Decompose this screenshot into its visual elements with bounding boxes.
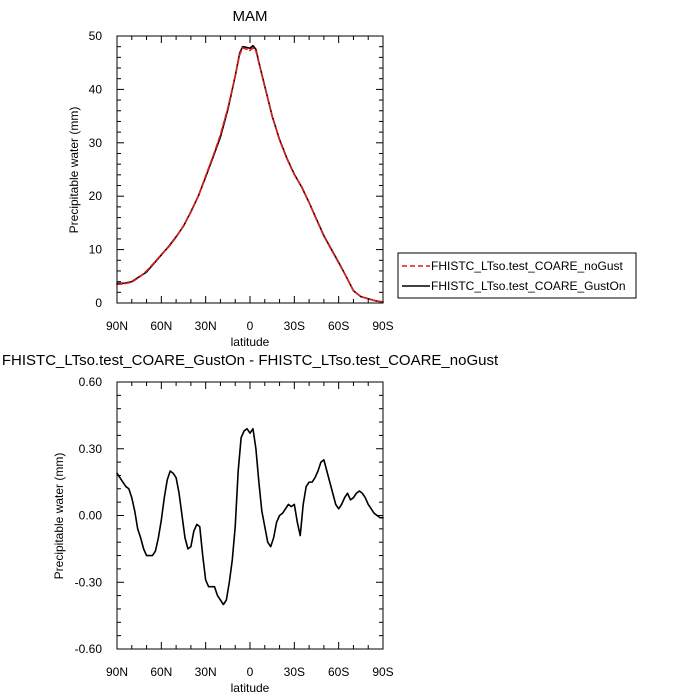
top-y-tick-label: 10 bbox=[89, 243, 103, 257]
top-x-tick-label: 30S bbox=[284, 319, 305, 333]
difference-line bbox=[116, 427, 384, 606]
bottom-x-tick-label: 90N bbox=[106, 665, 128, 679]
bottom-x-tick-label: 60N bbox=[150, 665, 172, 679]
top-x-tick-label: 90S bbox=[372, 319, 393, 333]
bottom-panel: FHISTC_LTso.test_COARE_GustOn - FHISTC_L… bbox=[2, 352, 499, 695]
bottom-x-tick-label: 30N bbox=[195, 665, 217, 679]
top-y-axis-title: Precipitable water (mm) bbox=[67, 107, 81, 234]
top-y-tick-label: 0 bbox=[95, 296, 102, 310]
bottom-x-tick-label: 30S bbox=[284, 665, 305, 679]
top-x-tick-label: 60S bbox=[328, 319, 349, 333]
legend: FHISTC_LTso.test_COARE_noGust FHISTC_LTs… bbox=[397, 252, 637, 299]
bottom-x-tick-label: 0 bbox=[247, 665, 254, 679]
top-x-tick-label: 60N bbox=[150, 319, 172, 333]
top-panel: MAM 90N 60N 30N 0 30S 60S 90S 0 10 20 30 40 50 latit… bbox=[67, 8, 394, 349]
bottom-x-axis-title: latitude bbox=[231, 681, 270, 695]
bottom-x-tick-label: 60S bbox=[328, 665, 349, 679]
bottom-y-tick-label: 0.60 bbox=[79, 375, 103, 389]
bottom-ticks: 90N 60N 30N 0 30S 60S 90S -0.60 -0.30 0.00 0.30 0.6… bbox=[75, 375, 394, 679]
bottom-plot-frame bbox=[116, 381, 384, 650]
top-y-tick-label: 20 bbox=[89, 189, 103, 203]
top-plot-frame bbox=[116, 35, 384, 304]
legend-label-guston: FHISTC_LTso.test_COARE_GustOn bbox=[431, 279, 626, 293]
top-x-axis-title: latitude bbox=[231, 335, 270, 349]
bottom-y-tick-label: 0.30 bbox=[79, 442, 103, 456]
top-series-group bbox=[116, 44, 384, 303]
bottom-y-axis-title: Precipitable water (mm) bbox=[52, 453, 66, 580]
top-x-tick-label: 90N bbox=[106, 319, 128, 333]
top-panel-title: MAM bbox=[233, 8, 268, 25]
top-x-tick-label: 0 bbox=[247, 319, 254, 333]
top-ticks: 90N 60N 30N 0 30S 60S 90S 0 10 20 30 40 50 bbox=[89, 29, 394, 333]
series-line-nogust bbox=[116, 46, 384, 303]
bottom-series-group bbox=[116, 427, 384, 606]
legend-box bbox=[397, 252, 637, 299]
bottom-panel-title: FHISTC_LTso.test_COARE_GustOn - FHISTC_L… bbox=[2, 352, 499, 369]
top-x-tick-label: 30N bbox=[195, 319, 217, 333]
top-y-tick-label: 30 bbox=[89, 136, 103, 150]
series-line-guston bbox=[116, 44, 384, 303]
legend-label-nogust: FHISTC_LTso.test_COARE_noGust bbox=[431, 259, 624, 273]
bottom-y-tick-label: -0.30 bbox=[75, 575, 103, 589]
bottom-y-tick-label: -0.60 bbox=[75, 642, 103, 656]
bottom-y-tick-label: 0.00 bbox=[79, 509, 103, 523]
top-y-tick-label: 50 bbox=[89, 29, 103, 43]
bottom-x-tick-label: 90S bbox=[372, 665, 393, 679]
top-y-tick-label: 40 bbox=[89, 82, 103, 96]
